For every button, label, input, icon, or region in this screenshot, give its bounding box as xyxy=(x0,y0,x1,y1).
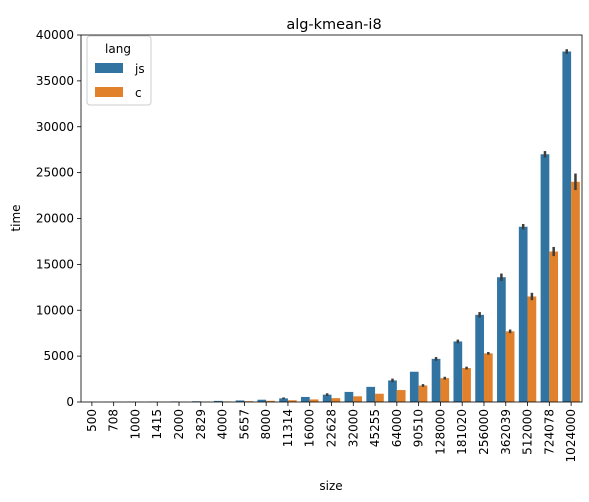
x-axis-label: size xyxy=(319,479,342,493)
y-tick-label: 15000 xyxy=(36,257,74,271)
bar-js-11314 xyxy=(279,398,288,402)
x-tick-label-32000: 32000 xyxy=(346,409,360,447)
bar-c-5657 xyxy=(244,401,254,402)
legend-label-c: c xyxy=(135,86,142,100)
y-tick-label: 10000 xyxy=(36,303,74,317)
bar-js-8000 xyxy=(257,399,267,402)
bar-c-1024000 xyxy=(571,181,580,402)
legend: lang js c xyxy=(86,35,152,106)
bar-c-32000 xyxy=(353,396,362,402)
x-tick-label-11314: 11314 xyxy=(281,409,295,447)
y-tick-label: 30000 xyxy=(36,120,74,134)
bar-c-362039 xyxy=(505,331,515,402)
x-tick-label-256000: 256000 xyxy=(477,409,491,455)
bar-c-22628 xyxy=(331,398,341,402)
x-tick-label-362039: 362039 xyxy=(499,409,513,455)
x-tick-label-64000: 64000 xyxy=(390,409,404,447)
bar-js-16000 xyxy=(301,396,310,402)
bar-c-16000 xyxy=(309,399,319,402)
legend-label-js: js xyxy=(134,62,145,76)
plot-area: 0 5000 10000 15000 20000 25000 30000 35000 40000… xyxy=(36,28,583,462)
y-tick-label: 25000 xyxy=(36,166,74,180)
bar-js-90510 xyxy=(409,371,419,402)
y-axis-label: time xyxy=(9,204,23,231)
bar-c-128000 xyxy=(440,378,450,402)
bar-c-8000 xyxy=(266,400,275,402)
bar-js-128000 xyxy=(431,358,441,402)
x-tick-label-2829: 2829 xyxy=(194,409,208,440)
x-tick-label-2000: 2000 xyxy=(172,409,186,440)
x-tick-label-1024000: 1024000 xyxy=(564,409,578,462)
chart-title: alg-kmean-i8 xyxy=(286,17,381,33)
x-tick-label-22628: 22628 xyxy=(325,409,339,447)
x-tick-label-708: 708 xyxy=(107,409,121,432)
bar-js-45255 xyxy=(366,386,376,402)
bar-js-1024000 xyxy=(562,51,572,402)
bar-js-256000 xyxy=(475,314,484,402)
x-tick-label-500: 500 xyxy=(85,409,99,432)
legend-swatch-c xyxy=(95,87,123,97)
bar-js-181020 xyxy=(453,341,463,402)
y-tick-label: 35000 xyxy=(36,74,74,88)
y-tick-label: 20000 xyxy=(36,212,74,226)
x-tick-label-5657: 5657 xyxy=(237,409,251,440)
bar-c-11314 xyxy=(287,400,297,402)
bar-js-4000 xyxy=(213,400,223,402)
y-tick-label: 5000 xyxy=(43,349,74,363)
bar-js-512000 xyxy=(518,226,528,402)
bar-c-181020 xyxy=(462,368,471,402)
legend-title: lang xyxy=(105,42,131,56)
bar-c-724078 xyxy=(549,251,559,402)
bar-js-5657 xyxy=(235,400,245,402)
x-tick-label-4000: 4000 xyxy=(216,409,230,440)
x-tick-label-128000: 128000 xyxy=(433,409,447,455)
bar-js-64000 xyxy=(388,380,397,402)
legend-swatch-js xyxy=(95,63,123,73)
x-tick-label-724078: 724078 xyxy=(542,409,556,455)
bar-c-256000 xyxy=(483,353,493,402)
bar-js-362039 xyxy=(497,277,506,402)
x-tick-label-45255: 45255 xyxy=(368,409,382,447)
x-tick-label-16000: 16000 xyxy=(303,409,317,447)
x-tick-label-1000: 1000 xyxy=(128,409,142,440)
y-tick-label: 40000 xyxy=(36,28,74,42)
bar-js-22628 xyxy=(322,394,332,402)
bar-c-512000 xyxy=(527,296,537,402)
y-tick-label: 0 xyxy=(66,395,74,409)
x-tick-label-512000: 512000 xyxy=(521,409,535,455)
bar-c-64000 xyxy=(396,390,406,402)
bar-c-45255 xyxy=(375,393,384,402)
bar-js-724078 xyxy=(540,154,550,402)
x-tick-label-8000: 8000 xyxy=(259,409,273,440)
x-tick-label-90510: 90510 xyxy=(412,409,426,447)
bar-js-32000 xyxy=(344,391,354,402)
bar-c-90510 xyxy=(418,385,428,402)
x-tick-label-1415: 1415 xyxy=(150,409,164,440)
x-tick-label-181020: 181020 xyxy=(455,409,469,455)
